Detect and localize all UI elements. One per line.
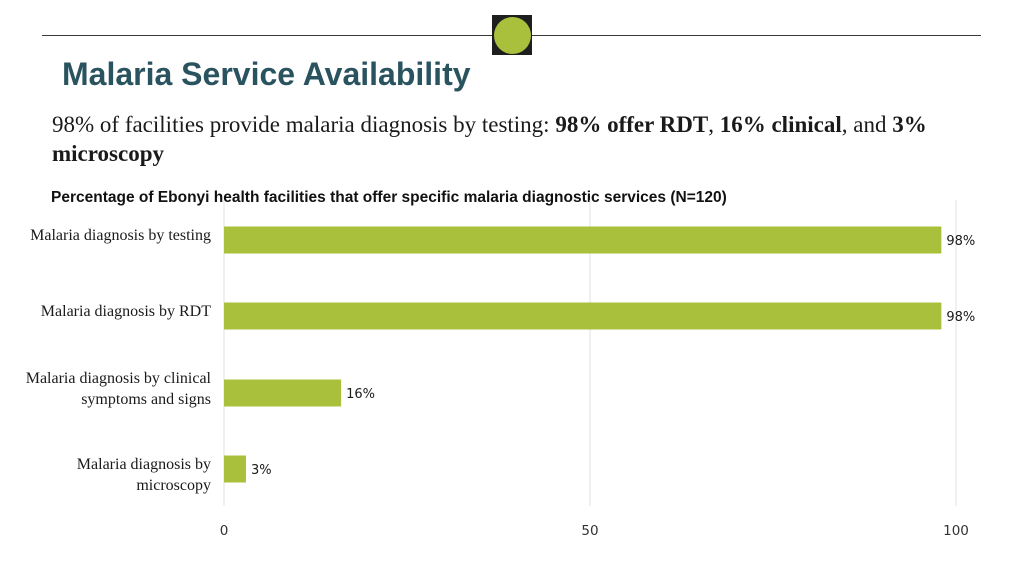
data-label: 98% bbox=[946, 310, 975, 325]
summary-part-1: 98% of facilities provide malaria diagno… bbox=[52, 112, 556, 137]
category-label: Malaria diagnosis by microscopy bbox=[76, 456, 211, 494]
category-label: Malaria diagnosis by clinical symptoms a… bbox=[25, 369, 211, 408]
summary-bold-rdt: 98% offer RDT bbox=[555, 112, 709, 137]
data-label: 3% bbox=[251, 463, 272, 478]
chart-title: Percentage of Ebonyi health facilities t… bbox=[51, 189, 727, 206]
summary-part-2: , bbox=[708, 112, 720, 137]
bar bbox=[224, 379, 342, 407]
green-circle-icon bbox=[493, 16, 531, 54]
summary-bold-microscopy: 3% microscopy bbox=[52, 112, 927, 166]
x-tick-label: 100 bbox=[943, 523, 969, 539]
page-title: Malaria Service Availability bbox=[62, 56, 471, 92]
x-tick-label: 50 bbox=[581, 523, 598, 539]
data-label: 16% bbox=[346, 387, 375, 402]
logo-mark bbox=[492, 15, 532, 55]
x-tick-label: 0 bbox=[220, 523, 229, 539]
category-label: Malaria diagnosis by RDT bbox=[40, 303, 211, 320]
summary-text: 98% of facilities provide malaria diagno… bbox=[52, 110, 932, 168]
summary-part-3: , and bbox=[841, 112, 893, 137]
bar bbox=[224, 302, 942, 330]
category-label: Malaria diagnosis by testing bbox=[30, 227, 211, 244]
bar bbox=[224, 226, 942, 254]
bar bbox=[224, 455, 246, 483]
summary-bold-clinical: 16% clinical bbox=[719, 112, 842, 137]
data-label: 98% bbox=[946, 234, 975, 249]
